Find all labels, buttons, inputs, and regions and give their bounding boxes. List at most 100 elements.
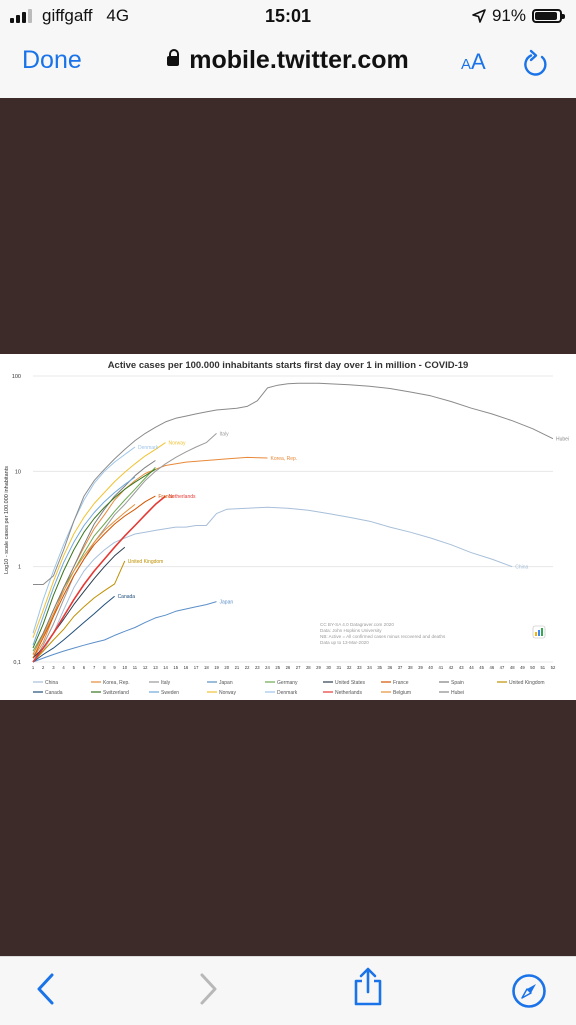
x-tick-label: 37 (398, 665, 403, 670)
x-tick-label: 52 (551, 665, 556, 670)
series-end-label: Korea, Rep. (271, 456, 298, 462)
legend-label: Korea, Rep. (103, 680, 130, 686)
series-line-italy (32, 433, 217, 663)
x-tick-label: 39 (418, 665, 423, 670)
chart-legend: China Korea, Rep. Italy Japan Germany United … (33, 680, 545, 696)
series-end-label: Hubei (556, 437, 569, 443)
compass-button[interactable] (511, 973, 547, 1014)
x-tick-label: 23 (255, 665, 260, 670)
x-tick-label: 47 (500, 665, 505, 670)
location-arrow-icon (472, 9, 486, 23)
x-axis-ticks: 1 2 3 4 5 6 7 8 9 10 11 12 13 14 15 16 17 18 19 20 21 22 23 24 2… (32, 665, 556, 670)
x-tick-label: 38 (408, 665, 413, 670)
x-tick-label: 50 (530, 665, 535, 670)
x-tick-label: 34 (367, 665, 372, 670)
forward-button[interactable] (196, 971, 220, 1012)
series-lines (32, 382, 554, 663)
reload-icon (524, 49, 547, 76)
x-tick-label: 42 (449, 665, 454, 670)
text-size-button[interactable]: AA (461, 49, 486, 75)
annotation-text: NB: Active = All confirmed cases minus r… (320, 634, 446, 639)
legend-label: Italy (161, 680, 171, 686)
x-tick-label: 2 (42, 665, 45, 670)
legend-label: Netherlands (335, 690, 362, 696)
series-line-switzerland (32, 468, 156, 649)
x-tick-label: 19 (214, 665, 219, 670)
x-tick-label: 15 (173, 665, 178, 670)
chart-title: Active cases per 100.000 inhabitants sta… (108, 360, 469, 371)
legend-label: Sweden (161, 690, 179, 696)
url-bar[interactable]: mobile.twitter.com (0, 46, 576, 75)
x-tick-label: 48 (510, 665, 515, 670)
x-tick-label: 30 (326, 665, 331, 670)
series-line-japan (32, 601, 217, 663)
annotation-text: CC BY-SA 4.0 Datagraver.com 2020 (320, 622, 394, 627)
battery-percent: 91% (491, 6, 526, 25)
series-end-label: China (515, 565, 528, 571)
x-tick-label: 27 (296, 665, 301, 670)
series-end-label: Japan (220, 600, 234, 606)
x-tick-label: 32 (347, 665, 352, 670)
reload-button[interactable] (522, 48, 550, 83)
status-time: 15:01 (264, 6, 312, 26)
x-tick-label: 11 (133, 665, 138, 670)
legend-label: United Kingdom (509, 680, 545, 686)
legend-label: Denmark (277, 690, 298, 696)
series-line-korea-rep- (32, 456, 268, 659)
status-right: 91% (472, 6, 565, 26)
x-tick-label: 14 (163, 665, 168, 670)
y-tick-label: 1 (18, 565, 21, 571)
network-label: 4G (106, 6, 130, 25)
status-bar: giffgaff 4G 15:01 91% (0, 0, 576, 34)
compass-icon (512, 974, 546, 1008)
x-tick-label: 36 (388, 665, 393, 670)
x-tick-label: 18 (204, 665, 209, 670)
legend-label: Canada (45, 690, 63, 696)
series-end-label: United Kingdom (128, 559, 164, 565)
x-tick-label: 16 (184, 665, 189, 670)
series-end-label: France (158, 494, 174, 500)
legend-label: Hubei (451, 690, 464, 696)
carrier-label: giffgaff (42, 6, 93, 25)
covid-line-chart: Active cases per 100.000 inhabitants sta… (4, 360, 569, 696)
x-tick-label: 26 (286, 665, 291, 670)
status-left: giffgaff 4G (10, 6, 129, 26)
x-tick-label: 24 (265, 665, 270, 670)
x-tick-label: 40 (428, 665, 433, 670)
back-button[interactable] (34, 971, 58, 1012)
media-background-top (0, 98, 576, 354)
legend-label: Spain (451, 680, 464, 686)
x-tick-label: 6 (83, 665, 86, 670)
series-line-denmark (32, 446, 136, 634)
y-tick-label: 0,1 (13, 660, 21, 666)
x-tick-label: 22 (245, 665, 250, 670)
series-line-norway (32, 442, 166, 638)
legend-label: United States (335, 680, 366, 686)
series-end-label: Denmark (138, 445, 159, 451)
series-line-netherlands (32, 495, 167, 663)
share-button[interactable] (352, 967, 384, 1012)
logo-bar (538, 630, 540, 636)
signal-icon (10, 9, 34, 23)
x-tick-label: 35 (377, 665, 382, 670)
x-tick-label: 28 (306, 665, 311, 670)
series-line-united-kingdom (32, 560, 126, 663)
series-end-label: Italy (220, 431, 230, 437)
legend-label: Germany (277, 680, 298, 686)
chart-image[interactable]: Active cases per 100.000 inhabitants sta… (0, 354, 576, 700)
x-tick-label: 49 (520, 665, 525, 670)
series-end-label: Norway (169, 441, 186, 447)
series-line-china (32, 506, 513, 655)
x-tick-label: 20 (224, 665, 229, 670)
logo-bar (535, 632, 537, 636)
x-tick-label: 51 (540, 665, 545, 670)
x-tick-label: 33 (357, 665, 362, 670)
y-tick-label: 10 (15, 469, 21, 475)
browser-toolbar (0, 956, 576, 1025)
media-background-bottom (0, 700, 576, 956)
done-button[interactable]: Done (22, 46, 82, 74)
x-tick-label: 43 (459, 665, 464, 670)
x-tick-label: 31 (337, 665, 342, 670)
x-tick-label: 3 (52, 665, 55, 670)
x-tick-label: 4 (62, 665, 65, 670)
